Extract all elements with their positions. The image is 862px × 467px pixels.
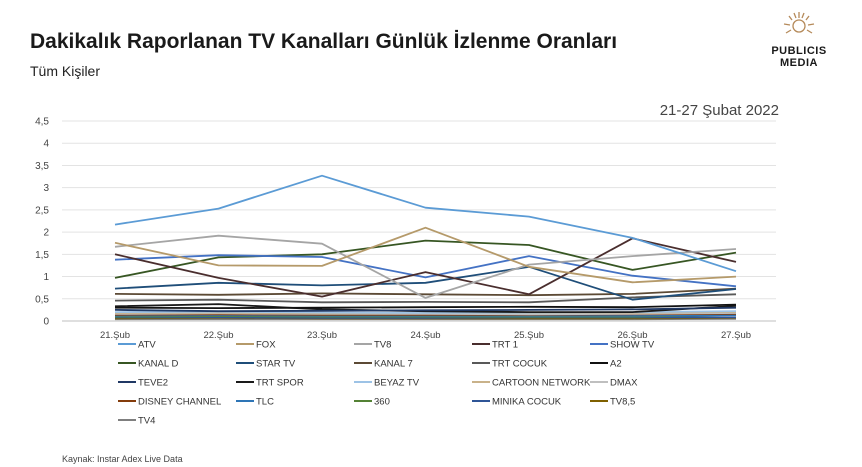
x-tick-label: 21.Şub bbox=[100, 330, 130, 341]
publicis-media-logo: PUBLICIS MEDIA bbox=[764, 10, 834, 69]
y-tick-label: 1,5 bbox=[35, 250, 49, 261]
series-line-teve2 bbox=[114, 306, 737, 313]
y-tick-label: 3,5 bbox=[35, 161, 49, 172]
legend-label-dmax: DMAX bbox=[610, 378, 638, 389]
legend-label-tv4: TV4 bbox=[138, 416, 155, 427]
series-line-star-tv bbox=[114, 265, 737, 301]
x-tick-label: 22.Şub bbox=[203, 330, 233, 341]
y-tick-label: 0,5 bbox=[35, 294, 49, 305]
legend-label-tv8: TV8 bbox=[374, 340, 391, 351]
legend-label-minika-cocuk: MINIKA COCUK bbox=[492, 397, 562, 408]
legend-label-tv8-5: TV8,5 bbox=[610, 397, 635, 408]
legend-label-teve2: TEVE2 bbox=[138, 378, 168, 389]
y-tick-label: 1 bbox=[43, 272, 49, 283]
y-tick-label: 4 bbox=[43, 139, 49, 150]
legend-label-fox: FOX bbox=[256, 340, 276, 351]
series-line-atv bbox=[114, 174, 737, 273]
legend-label-a2: A2 bbox=[610, 359, 622, 370]
series-line-tlc bbox=[114, 314, 737, 317]
legend-label-tlc: TLC bbox=[256, 397, 274, 408]
legend-label-trt-spor: TRT SPOR bbox=[256, 378, 304, 389]
series-line-kanal-d bbox=[114, 239, 737, 279]
chart-legend: ATV FOX TV8 TRT 1 SHOW TV KANAL D STAR TV KANAL… bbox=[118, 340, 655, 427]
legend-label-kanal-7: KANAL 7 bbox=[374, 359, 413, 370]
x-tick-label: 23.Şub bbox=[307, 330, 337, 341]
x-tick-label: 24.Şub bbox=[410, 330, 440, 341]
y-tick-label: 2 bbox=[43, 228, 49, 239]
x-axis-ticks: 21.Şub 22.Şub 23.Şub 24.Şub 25.Şub 26.Şub 27.Ş… bbox=[100, 330, 751, 341]
y-tick-label: 0 bbox=[43, 317, 49, 328]
legend-label-trt-1: TRT 1 bbox=[492, 340, 518, 351]
chart-subtitle: Tüm Kişiler bbox=[30, 63, 101, 79]
legend-label-star-tv: STAR TV bbox=[256, 359, 296, 370]
x-tick-label: 26.Şub bbox=[617, 330, 647, 341]
legend-label-disney-channel: DISNEY CHANNEL bbox=[138, 397, 221, 408]
series-line-fox bbox=[114, 226, 737, 284]
series-line-a2 bbox=[114, 303, 737, 310]
chart-title: Dakikalık Raporlanan TV Kanalları Günlük… bbox=[30, 30, 618, 53]
legend-label-360: 360 bbox=[374, 397, 390, 408]
y-tick-label: 2,5 bbox=[35, 205, 49, 216]
x-tick-label: 27.Şub bbox=[721, 330, 751, 341]
date-range: 21-27 Şubat 2022 bbox=[659, 102, 779, 119]
chart-gridlines bbox=[62, 120, 776, 322]
y-tick-label: 3 bbox=[43, 183, 49, 194]
logo-text-line2: MEDIA bbox=[780, 57, 818, 69]
legend-label-show-tv: SHOW TV bbox=[610, 340, 655, 351]
series-line-kanal-7 bbox=[114, 287, 737, 297]
sun-emblem-icon bbox=[783, 12, 815, 34]
y-axis-ticks: 0 0,5 1 1,5 2 2,5 3 3,5 4 4,5 bbox=[35, 117, 49, 328]
chart-series-lines bbox=[114, 174, 737, 321]
logo-text-line1: PUBLICIS bbox=[771, 45, 827, 57]
y-tick-label: 4,5 bbox=[35, 117, 49, 128]
series-line-trt-spor bbox=[114, 303, 737, 314]
series-line-tv8 bbox=[114, 234, 737, 299]
legend-label-kanal-d: KANAL D bbox=[138, 359, 178, 370]
source-note: Kaynak: Instar Adex Live Data bbox=[62, 454, 183, 464]
legend-label-beyaz-tv: BEYAZ TV bbox=[374, 378, 420, 389]
x-tick-label: 25.Şub bbox=[514, 330, 544, 341]
legend-label-atv: ATV bbox=[138, 340, 156, 351]
series-line-trt-cocuk bbox=[114, 293, 737, 304]
series-line-show-tv bbox=[114, 254, 737, 288]
legend-label-cartoon-network: CARTOON NETWORK bbox=[492, 378, 591, 389]
legend-label-trt-cocuk: TRT COCUK bbox=[492, 359, 548, 370]
